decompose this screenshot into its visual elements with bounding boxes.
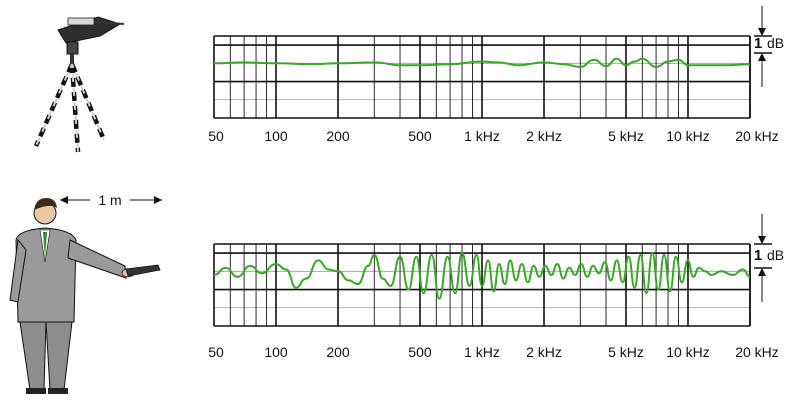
tick-label: 10 kHz <box>666 344 710 360</box>
tick-label: 1 kHz <box>464 344 500 360</box>
tick-label: 2 kHz <box>526 344 562 360</box>
scale-arrowhead-bottom <box>758 53 766 61</box>
tick-label: 20 kHz <box>735 128 779 144</box>
scale-arrowhead-bottom <box>758 268 766 276</box>
distance-indicator: 1 m <box>60 192 162 208</box>
tick-label: 500 <box>408 128 432 144</box>
frequency-response-curve <box>213 252 751 300</box>
tripod-microphone-illustration <box>33 16 125 153</box>
tick-label: 50 <box>208 344 224 360</box>
chart-handheld: 50 100 200 500 1 kHz 2 kHz 5 kHz 10 kHz 20 kHz 1 d… <box>208 214 784 360</box>
tick-label: 5 kHz <box>608 344 644 360</box>
tick-label: 1 kHz <box>464 128 500 144</box>
tick-label: 5 kHz <box>608 128 644 144</box>
scale-arrowhead-top <box>758 28 766 36</box>
tick-label: 200 <box>326 128 350 144</box>
tick-label: 50 <box>208 128 224 144</box>
tick-label: 200 <box>326 344 350 360</box>
frequency-response-curve <box>213 57 751 68</box>
scale-unit: dB <box>767 35 784 51</box>
distance-label: 1 m <box>98 192 121 208</box>
chart-tripod: 50 100 200 500 1 kHz 2 kHz 5 kHz 10 kHz 20 kHz 1 d… <box>208 6 784 144</box>
scale-arrowhead-top <box>758 236 766 244</box>
person-holding-microphone-illustration <box>9 198 161 394</box>
tick-label: 10 kHz <box>666 128 710 144</box>
scale-value: 1 <box>754 247 762 264</box>
tick-label: 100 <box>264 344 288 360</box>
tick-label: 2 kHz <box>526 128 562 144</box>
tick-label: 20 kHz <box>735 344 779 360</box>
tick-label: 500 <box>408 344 432 360</box>
tick-label: 100 <box>264 128 288 144</box>
scale-unit: dB <box>767 247 784 263</box>
scale-value: 1 <box>754 35 762 52</box>
